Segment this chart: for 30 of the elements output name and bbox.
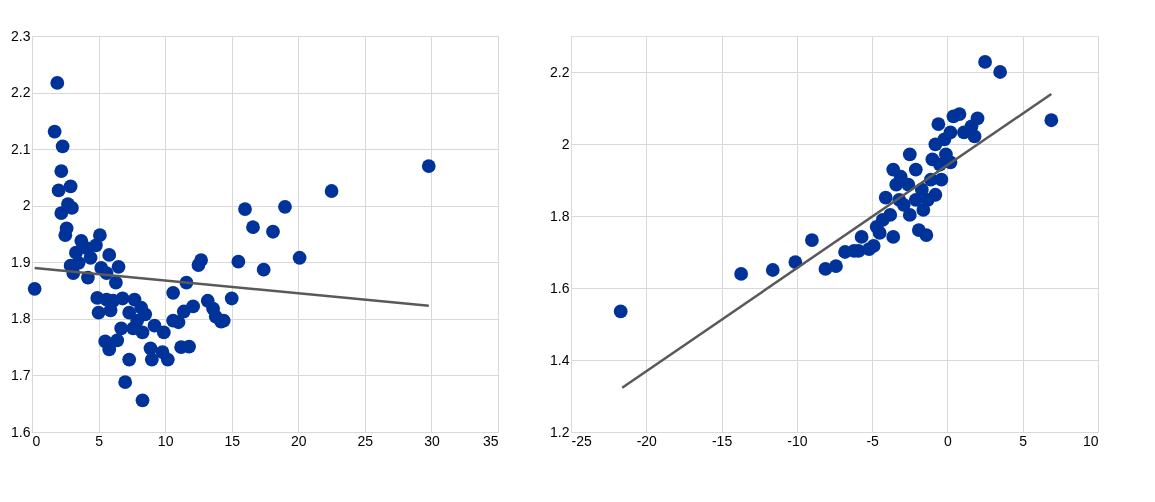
x-tick-label: 10 [157, 432, 174, 449]
y-tick-label: 1.4 [550, 351, 570, 368]
x-tick-label: -10 [787, 432, 808, 449]
y-tick-label: 1.9 [11, 253, 31, 270]
y-tick-label: 1.6 [11, 423, 31, 440]
y-tick-label: 1.8 [550, 207, 570, 224]
y-tick-label: 2.2 [11, 84, 31, 101]
x-tick-label: 20 [291, 432, 307, 449]
x-tick-label: 35 [482, 432, 499, 449]
x-tick-label: 30 [424, 432, 440, 449]
x-tick-label: 5 [95, 432, 104, 449]
x-tick-label: -25 [571, 432, 592, 449]
y-tick-label: 1.2 [550, 423, 570, 440]
x-tick-label: 10 [1082, 432, 1099, 449]
x-tick-label: 25 [357, 432, 374, 449]
x-tick-label: 0 [32, 432, 41, 449]
y-tick-label: 2.2 [550, 63, 570, 80]
y-tick-label: 1.8 [11, 310, 31, 327]
x-tick-label: -20 [636, 432, 658, 449]
x-tick-label: 5 [1019, 432, 1028, 449]
y-tick-label: 1.6 [550, 279, 570, 296]
y-tick-label: 1.7 [11, 366, 31, 383]
x-tick-label: 0 [944, 432, 953, 449]
x-tick-label: -15 [711, 432, 733, 449]
y-tick-label: 2 [22, 197, 31, 214]
x-tick-label: 15 [224, 432, 241, 449]
y-tick-label: 2.1 [11, 140, 31, 157]
y-tick-label: 2.3 [11, 27, 31, 44]
y-tick-label: 2 [561, 135, 570, 152]
x-tick-label: -5 [866, 432, 880, 449]
